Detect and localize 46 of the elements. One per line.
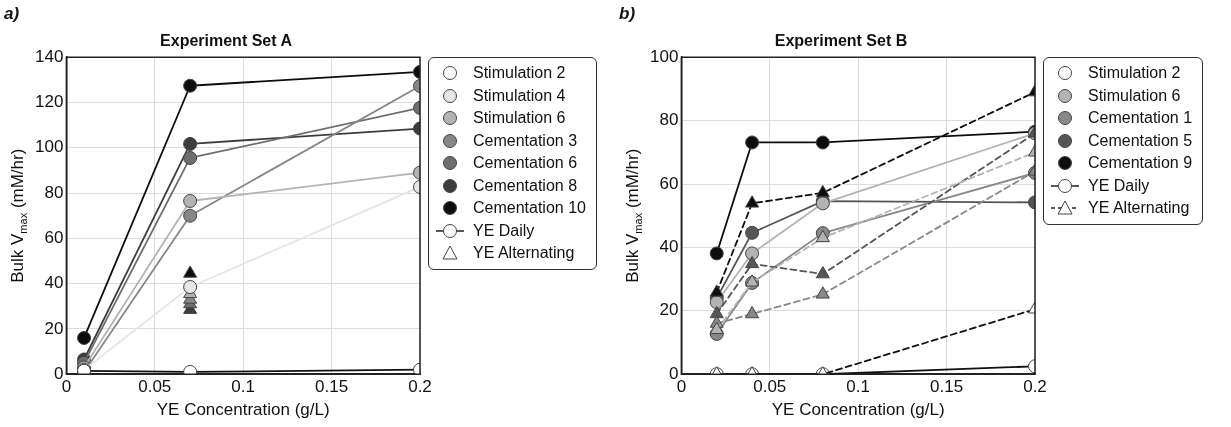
text: YE Daily (473, 220, 535, 241)
y-tick-label: 140 (34, 46, 64, 66)
text: YE Daily (1088, 175, 1150, 196)
y-tick-label: 20 (44, 318, 64, 338)
y-tick-label: 100 (34, 137, 64, 157)
x-tick-label: 0.05 (138, 377, 172, 397)
x-tick-label: 0.2 (1023, 377, 1047, 397)
y-tick-label: 40 (44, 273, 64, 293)
x-tick-label: 0.1 (231, 377, 255, 397)
y-tick-label: 40 (659, 237, 679, 257)
text: YE Alternating (1088, 198, 1190, 218)
text: YE Alternating (473, 243, 575, 263)
legend-label: Cementation 1 (1088, 108, 1193, 128)
y-tick-label: 0 (668, 363, 679, 383)
legend-label: Stimulation 4 (473, 85, 566, 106)
y-tick-label: 80 (44, 182, 64, 202)
legend-label: Cementation 3 (473, 130, 578, 151)
legend-label: Stimulation 6 (473, 108, 566, 128)
y-tick-label: 20 (659, 300, 679, 320)
y-tick-label: 60 (44, 228, 64, 248)
chart-title: Experiment Set A (160, 32, 293, 50)
y-tick-label: 0 (53, 363, 64, 383)
legend-label: Stimulation 6 (1088, 85, 1181, 106)
x-axis-title: YE Concentration (g/L) (771, 400, 945, 420)
legend-label: Stimulation 2 (473, 63, 566, 83)
y-axis-title: Bulk Vmax (mM/hr) (7, 148, 30, 283)
x-tick-label: 0.05 (753, 377, 787, 397)
legend-label: Stimulation 2 (1088, 63, 1181, 83)
y-tick-label: 60 (659, 173, 679, 193)
legend-label: Cementation 8 (473, 175, 578, 196)
legend-label: Cementation 9 (1088, 153, 1193, 173)
x-tick-label: 0.15 (315, 377, 349, 397)
chart-title: Experiment Set B (774, 32, 908, 50)
text: b) (619, 4, 636, 24)
y-tick-label: 120 (34, 92, 64, 112)
x-tick-label: 0.1 (846, 377, 870, 397)
legend-label: Cementation 5 (1088, 130, 1193, 151)
y-axis-title: Bulk Vmax (mM/hr) (622, 148, 645, 283)
x-tick-label: 0.15 (930, 377, 964, 397)
x-tick-label: 0.2 (408, 377, 432, 397)
legend-label: Cementation 6 (473, 153, 578, 173)
y-tick-label: 100 (649, 46, 679, 66)
y-tick-label: 80 (659, 110, 679, 130)
legend-label: Cementation 10 (473, 198, 586, 218)
text: a) (4, 4, 20, 24)
x-axis-title: YE Concentration (g/L) (156, 400, 330, 420)
